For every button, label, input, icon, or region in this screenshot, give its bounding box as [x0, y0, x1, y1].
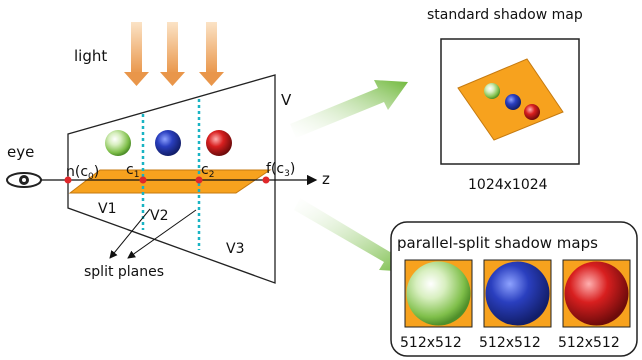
far-label: f(c3) [266, 161, 295, 179]
z-axis-label: z [322, 170, 330, 188]
pssm-title: parallel-split shadow maps [397, 234, 598, 252]
split-planes-pointer [109, 208, 151, 259]
pssm-size-1: 512x512 [400, 335, 462, 351]
eye-icon [6, 172, 42, 188]
eye-label: eye [7, 143, 34, 161]
light-arrow [199, 22, 224, 86]
ground-plane [68, 169, 272, 194]
near-label: n(c0) [66, 164, 99, 182]
v1-label: V1 [98, 201, 116, 217]
standard-map-title: standard shadow map [427, 7, 583, 23]
pssm-map-2 [483, 259, 552, 328]
pssm-map-1 [404, 259, 473, 328]
far-point [262, 176, 270, 184]
arrow-to-pssm [294, 198, 412, 272]
v3-label: V3 [226, 241, 244, 257]
split-label-2: c2 [201, 162, 214, 180]
pssm-map-3 [562, 259, 631, 328]
red-sphere [206, 130, 232, 156]
split-label-1: c1 [126, 162, 139, 180]
standard-map-red-sphere [524, 104, 540, 120]
standard-map-green-sphere [484, 83, 500, 99]
standard-map-size: 1024x1024 [468, 177, 548, 193]
light-arrow [160, 22, 185, 86]
frustum-label: V [281, 91, 292, 109]
arrow-to-standard-map [290, 80, 408, 138]
blue-sphere [155, 130, 181, 156]
split-planes-pointer [127, 209, 197, 259]
pssm-size-2: 512x512 [479, 335, 541, 351]
light-label: light [74, 47, 107, 65]
v2-label: V2 [150, 208, 168, 224]
green-sphere [105, 130, 131, 156]
light-arrow [124, 22, 149, 86]
pssm-size-3: 512x512 [558, 335, 620, 351]
light-arrows [124, 22, 224, 86]
near-point [64, 176, 72, 184]
split-planes-label: split planes [84, 264, 164, 280]
split-point-1 [139, 176, 147, 184]
standard-map-blue-sphere [505, 94, 521, 110]
split-point-2 [195, 176, 203, 184]
